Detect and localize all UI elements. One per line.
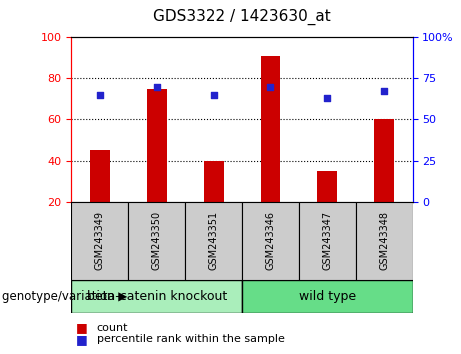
Text: GSM243348: GSM243348 <box>379 211 389 270</box>
Point <box>210 92 217 98</box>
Bar <box>71 202 128 280</box>
Bar <box>260 56 280 202</box>
Bar <box>90 150 110 202</box>
Bar <box>317 171 337 202</box>
Text: ■: ■ <box>76 333 88 346</box>
Bar <box>147 88 167 202</box>
Text: GSM243350: GSM243350 <box>152 211 162 270</box>
Bar <box>204 161 224 202</box>
Bar <box>71 280 242 313</box>
Text: percentile rank within the sample: percentile rank within the sample <box>97 334 285 344</box>
Bar <box>185 202 242 280</box>
Bar <box>374 120 394 202</box>
Text: ■: ■ <box>76 321 88 335</box>
Text: GSM243349: GSM243349 <box>95 211 105 270</box>
Bar <box>128 202 185 280</box>
Text: GSM243346: GSM243346 <box>266 211 276 270</box>
Point <box>267 84 274 89</box>
Text: wild type: wild type <box>299 290 356 303</box>
Point <box>153 84 160 89</box>
Text: beta-catenin knockout: beta-catenin knockout <box>87 290 227 303</box>
Text: genotype/variation ▶: genotype/variation ▶ <box>2 290 128 303</box>
Text: count: count <box>97 323 128 333</box>
Bar <box>299 202 356 280</box>
Point <box>96 92 104 98</box>
Point <box>324 95 331 101</box>
Text: GSM243351: GSM243351 <box>208 211 219 270</box>
Bar <box>242 202 299 280</box>
Bar <box>242 280 413 313</box>
Bar <box>356 202 413 280</box>
Point <box>380 88 388 94</box>
Text: GSM243347: GSM243347 <box>322 211 332 270</box>
Text: GDS3322 / 1423630_at: GDS3322 / 1423630_at <box>153 8 331 25</box>
